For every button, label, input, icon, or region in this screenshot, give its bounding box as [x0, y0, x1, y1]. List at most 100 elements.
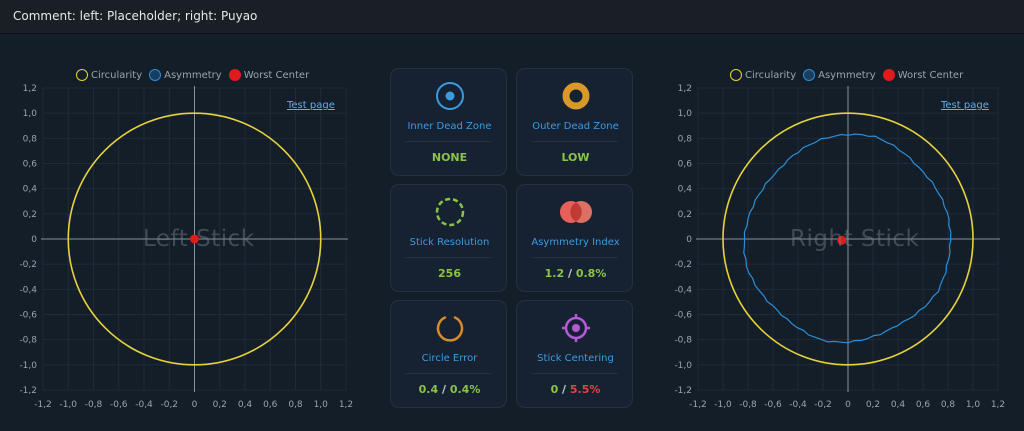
x-tick-label: -0,2 [160, 400, 178, 410]
legend-circularity[interactable]: Circularity [730, 69, 796, 81]
left-legend: Circularity Asymmetry Worst Center [76, 68, 316, 82]
y-tick-label: 0,4 [678, 185, 693, 195]
legend-label: Asymmetry [818, 69, 876, 81]
legend-asymmetry[interactable]: Asymmetry [149, 69, 222, 81]
card-label: Stick Centering [537, 353, 614, 364]
left-stick-watermark: Left Stick [143, 226, 255, 252]
card-outer-dead-zone: Outer Dead Zone LOW [516, 68, 633, 176]
right-test-page-link[interactable]: Test page [941, 100, 989, 111]
card-label: Outer Dead Zone [532, 121, 619, 132]
x-tick-label: -1,0 [714, 400, 732, 410]
card-label: Circle Error [421, 353, 478, 364]
card-value: 0 / 5.5% [517, 383, 634, 396]
value-separator: / [564, 267, 576, 280]
legend-label: Worst Center [897, 69, 964, 81]
y-tick-label: 1,0 [678, 109, 693, 119]
worst-center-point [837, 235, 847, 245]
x-tick-label: 0,6 [263, 400, 278, 410]
worst-center-swatch-icon [882, 69, 895, 81]
card-value: 256 [438, 267, 461, 280]
card-value: LOW [561, 151, 590, 164]
y-tick-label: 1,2 [678, 84, 692, 94]
x-tick-label: 0 [845, 400, 851, 410]
x-tick-label: 1,0 [966, 400, 981, 410]
card-label: Inner Dead Zone [407, 121, 492, 132]
stick-resolution-icon [391, 197, 508, 227]
x-tick-label: -0,4 [135, 400, 153, 410]
x-tick-label: -0,6 [110, 400, 128, 410]
y-tick-label: -0,4 [19, 285, 37, 295]
value-secondary: 0.4% [449, 383, 481, 396]
left-test-page-link[interactable]: Test page [287, 100, 335, 111]
card-stick-resolution: Stick Resolution 256 [390, 184, 507, 292]
card-divider [405, 141, 492, 142]
card-divider [405, 257, 492, 258]
y-tick-label: -0,2 [19, 260, 37, 270]
x-tick-label: -1,2 [34, 400, 52, 410]
legend-label: Circularity [745, 69, 797, 81]
circularity-circle [722, 112, 974, 366]
x-tick-label: 1,0 [314, 400, 329, 410]
x-tick-label: 0,8 [288, 400, 303, 410]
card-value: NONE [431, 151, 468, 164]
legend-label: Circularity [91, 69, 143, 81]
inner-dead-zone-icon [391, 81, 508, 111]
y-tick-label: 1,0 [23, 109, 38, 119]
x-tick-label: -0,8 [739, 400, 757, 410]
x-tick-label: 1,2 [339, 400, 353, 410]
card-asymmetry-index: Asymmetry Index 1.2 / 0.8% [516, 184, 633, 292]
y-tick-label: -1,2 [19, 386, 37, 396]
card-value: 0.4 / 0.4% [391, 383, 508, 396]
legend-circularity[interactable]: Circularity [76, 69, 142, 81]
card-stick-centering: Stick Centering 0 / 5.5% [516, 300, 633, 408]
card-circle-error: Circle Error 0.4 / 0.4% [390, 300, 507, 408]
value-primary: 0 [550, 383, 559, 396]
x-tick-label: -0,2 [814, 400, 832, 410]
y-tick-label: -1,2 [674, 386, 692, 396]
y-tick-label: 0,2 [23, 210, 37, 220]
asymmetry-index-icon [517, 197, 634, 227]
card-divider [531, 141, 618, 142]
y-tick-label: 0 [686, 235, 692, 245]
circularity-swatch-icon [730, 69, 742, 81]
card-label: Stick Resolution [409, 237, 490, 248]
stick-centering-icon [517, 313, 634, 343]
legend-worst-center[interactable]: Worst Center [228, 69, 310, 81]
card-label: Asymmetry Index [531, 237, 620, 248]
asymmetry-swatch-icon [149, 69, 162, 81]
card-value: 1.2 / 0.8% [517, 267, 634, 280]
x-tick-label: 0,6 [916, 400, 931, 410]
y-tick-label: -1,0 [19, 361, 37, 371]
y-tick-label: 0,2 [678, 210, 692, 220]
x-tick-label: -0,4 [789, 400, 807, 410]
x-tick-label: 0,2 [213, 400, 227, 410]
y-tick-label: 0,4 [23, 185, 38, 195]
circularity-swatch-icon [76, 69, 88, 81]
y-tick-label: -0,8 [674, 336, 692, 346]
x-tick-label: -0,8 [85, 400, 103, 410]
legend-worst-center[interactable]: Worst Center [882, 69, 964, 81]
worst-center-point [190, 234, 199, 244]
right-stick-watermark: Right Stick [790, 226, 920, 252]
value-separator: / [558, 383, 570, 396]
x-tick-label: -0,6 [764, 400, 782, 410]
asymmetry-outline [743, 133, 952, 344]
legend-asymmetry[interactable]: Asymmetry [803, 69, 876, 81]
card-inner-dead-zone: Inner Dead Zone NONE [390, 68, 507, 176]
value-secondary: 5.5% [569, 383, 601, 396]
x-tick-label: 0,8 [941, 400, 956, 410]
value-primary: 0.4 [418, 383, 439, 396]
y-tick-label: -0,6 [19, 311, 37, 321]
legend-label: Worst Center [243, 69, 310, 81]
y-tick-label: -0,2 [674, 260, 692, 270]
comment-text: Comment: left: Placeholder; right: Puyao [13, 9, 258, 23]
circle-error-icon [391, 313, 508, 343]
card-divider [405, 373, 492, 374]
x-tick-label: 0,4 [238, 400, 253, 410]
right-stick-plot: -1,2 -1,0 -0,8 -0,6 -0,4 -0,2 0 0,2 0,4 0,6 0,8 1,0… [674, 84, 1005, 410]
right-legend: Circularity Asymmetry Worst Center [730, 68, 970, 82]
y-tick-label: 0 [31, 235, 37, 245]
y-tick-label: 0,8 [23, 134, 38, 144]
value-secondary: 0.8% [575, 267, 607, 280]
x-tick-label: 1,2 [991, 400, 1005, 410]
